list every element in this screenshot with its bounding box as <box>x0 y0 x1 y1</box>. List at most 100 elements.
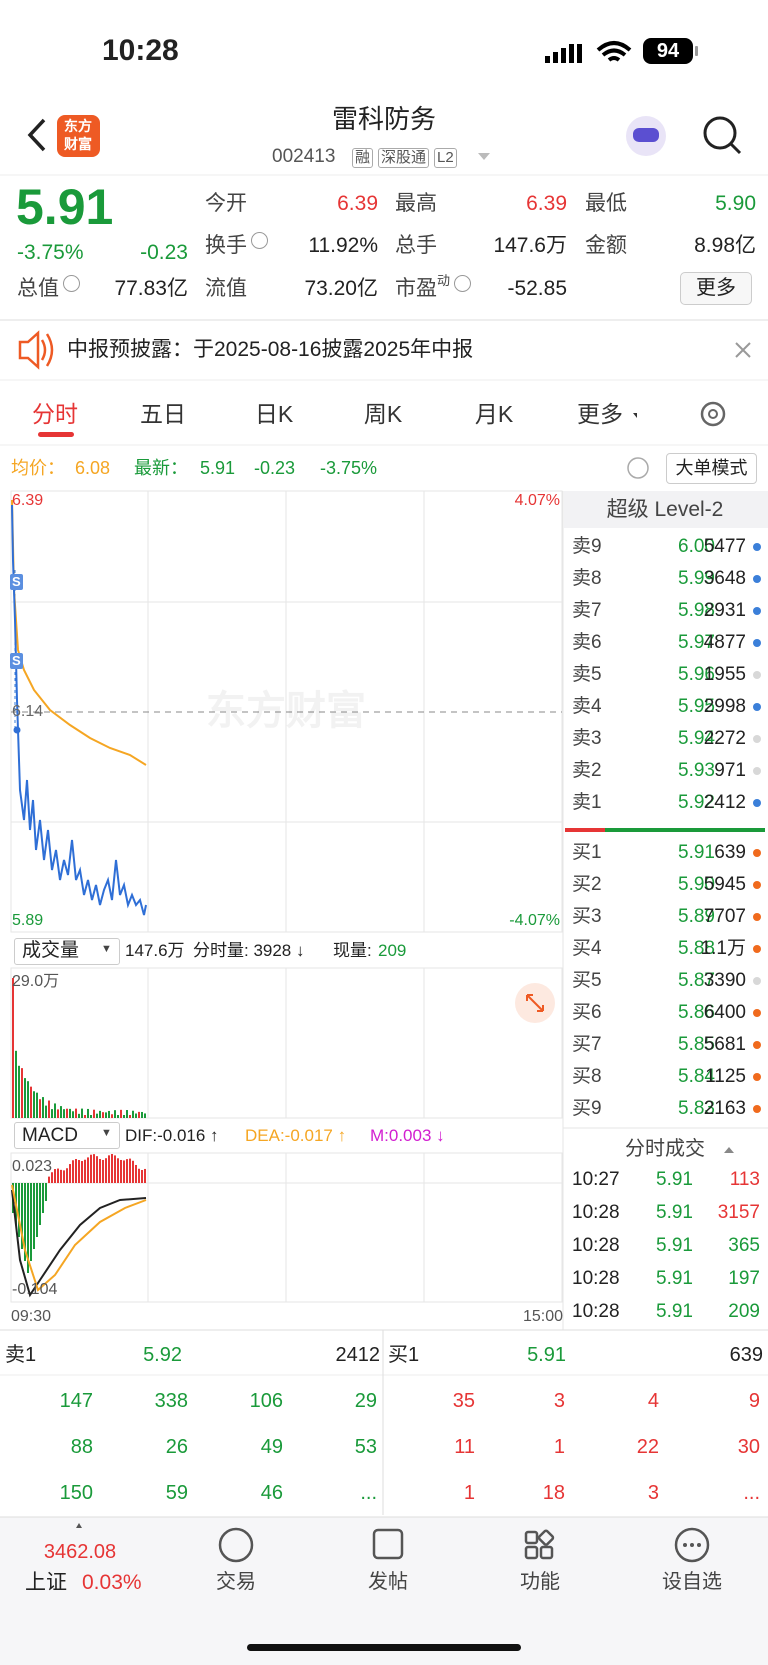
field-label: 总值 <box>17 276 59 300</box>
nav-item[interactable]: 功能 <box>520 1570 560 1593</box>
summary-label: 买1 <box>388 1343 420 1366</box>
order-volume: 3390 <box>703 970 746 992</box>
nav-item[interactable]: 设自选 <box>662 1570 722 1593</box>
nav-bg <box>0 1517 768 1665</box>
order-queue: 3 <box>647 1481 659 1504</box>
order-label: 卖9 <box>572 536 602 558</box>
bar <box>117 1158 119 1183</box>
order-volume: 1955 <box>703 664 746 686</box>
volume-total: 147.6万 <box>125 941 185 961</box>
trade-volume: 113 <box>729 1169 760 1191</box>
price-point <box>13 726 21 734</box>
summary-volume: 2412 <box>335 1343 381 1366</box>
help-icon[interactable] <box>627 457 649 479</box>
expand-icon <box>526 994 544 1012</box>
index-change: 0.03% <box>82 1570 142 1594</box>
macd-max: 0.023 <box>12 1158 53 1176</box>
tab[interactable]: 月K <box>474 400 514 427</box>
bar <box>27 1183 29 1273</box>
logo-text: 东方 <box>64 118 92 135</box>
macd-dea: DEA:-0.017 ↑ <box>245 1126 347 1146</box>
trade-volume: 197 <box>728 1268 760 1290</box>
logo-bg <box>57 115 100 157</box>
order-dot <box>753 1041 761 1049</box>
dropdown-arrow: ▼ <box>101 943 112 955</box>
dropdown-arrow: ▼ <box>101 1127 112 1139</box>
order-queue: 35 <box>452 1389 475 1412</box>
trade-time: 10:28 <box>572 1268 620 1290</box>
tab[interactable]: 日K <box>254 400 294 427</box>
tab[interactable]: 周K <box>363 400 403 427</box>
field-label: 总手 <box>395 233 437 257</box>
back-icon[interactable] <box>27 118 46 152</box>
macd-dif: DIF:-0.016 ↑ <box>125 1126 219 1146</box>
order-dot <box>753 543 761 551</box>
bar <box>123 1115 125 1118</box>
ratio-bar-buy <box>565 828 605 832</box>
current-volume-label: 现量: <box>333 941 372 961</box>
bar <box>30 1183 32 1261</box>
close-icon[interactable] <box>735 342 751 358</box>
bar <box>138 1168 140 1183</box>
tab[interactable]: 五日 <box>140 400 186 427</box>
order-volume: 6400 <box>703 1002 746 1024</box>
collapse-arrow[interactable] <box>724 1147 734 1153</box>
order-queue: 88 <box>70 1435 93 1458</box>
order-label: 卖2 <box>572 760 602 782</box>
average-price-line <box>11 499 147 766</box>
level2-header-bg <box>564 491 768 528</box>
end-time: 15:00 <box>522 1308 563 1326</box>
nav-item[interactable]: 发帖 <box>368 1570 408 1593</box>
bar <box>87 1157 89 1183</box>
bar <box>111 1154 113 1183</box>
bar <box>114 1155 116 1183</box>
order-price: 5.89 <box>678 906 715 928</box>
order-price: 5.84 <box>678 1066 715 1088</box>
search-icon[interactable] <box>703 116 737 150</box>
tab[interactable]: 分时 <box>32 400 78 427</box>
order-dot <box>753 575 761 583</box>
field-label: 换手 <box>205 233 247 257</box>
bar <box>36 1183 38 1237</box>
index-name: 上证 <box>25 1570 67 1594</box>
battery-icon <box>643 38 693 64</box>
order-queue: 49 <box>260 1435 283 1458</box>
tab[interactable]: 更多 <box>577 400 623 427</box>
code-dropdown[interactable] <box>478 153 490 160</box>
order-dot <box>753 945 761 953</box>
order-volume: 2163 <box>703 1098 746 1120</box>
order-volume: 5945 <box>703 874 746 896</box>
trade-marker: S <box>10 573 23 591</box>
order-label: 卖7 <box>572 600 602 622</box>
function-icon[interactable] <box>524 1529 555 1560</box>
settings-icon[interactable] <box>700 401 726 427</box>
order-dot <box>753 913 761 921</box>
latest-value: 5.91 <box>200 457 236 478</box>
macd-selector[interactable] <box>14 1122 120 1149</box>
mode-button[interactable]: 大单模式 <box>666 453 757 484</box>
bar <box>78 1113 80 1118</box>
nav-item[interactable]: 交易 <box>216 1570 256 1593</box>
order-dot <box>753 849 761 857</box>
trade-icon[interactable] <box>218 1527 254 1563</box>
start-time: 09:30 <box>11 1308 52 1326</box>
trades-title: 分时成交 <box>625 1137 705 1160</box>
bar <box>72 1160 74 1183</box>
order-dot <box>753 799 761 807</box>
bar <box>21 1068 23 1118</box>
post-icon[interactable] <box>372 1528 404 1560</box>
watchlist-icon[interactable] <box>674 1527 710 1563</box>
order-price: 5.87 <box>678 970 715 992</box>
bar <box>57 1109 59 1118</box>
volume-selector[interactable] <box>14 938 120 965</box>
bar <box>30 1086 32 1118</box>
macd-bars <box>12 1154 146 1273</box>
bar <box>111 1114 113 1118</box>
order-label: 卖1 <box>572 792 602 814</box>
more-button[interactable]: 更多 <box>680 272 752 305</box>
field-label: 金额 <box>585 233 627 257</box>
bar <box>45 1105 47 1118</box>
avg-value: 6.08 <box>75 457 111 478</box>
bar <box>132 1160 134 1183</box>
field-value: 6.39 <box>337 191 378 215</box>
